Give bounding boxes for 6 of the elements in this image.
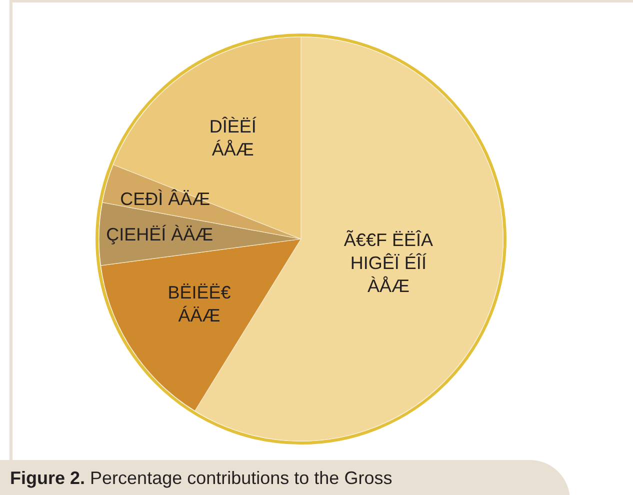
slice-label: BËIËË€ ÁÄÆ xyxy=(168,282,231,326)
slice-label: CEÐÌ ÂÄÆ xyxy=(120,188,210,209)
slice-label: ÇIEHËÍ ÀÄÆ xyxy=(106,224,214,244)
slice-label: Ã€€F ËËÎA HIGÊÏ ÉÎÍ ÀÅÆ xyxy=(344,230,433,296)
slice-label: DÎÈËÍ ÁÅÆ xyxy=(209,116,256,160)
text: Figure 2. Percentage contributions to the Gross xyxy=(10,468,392,488)
